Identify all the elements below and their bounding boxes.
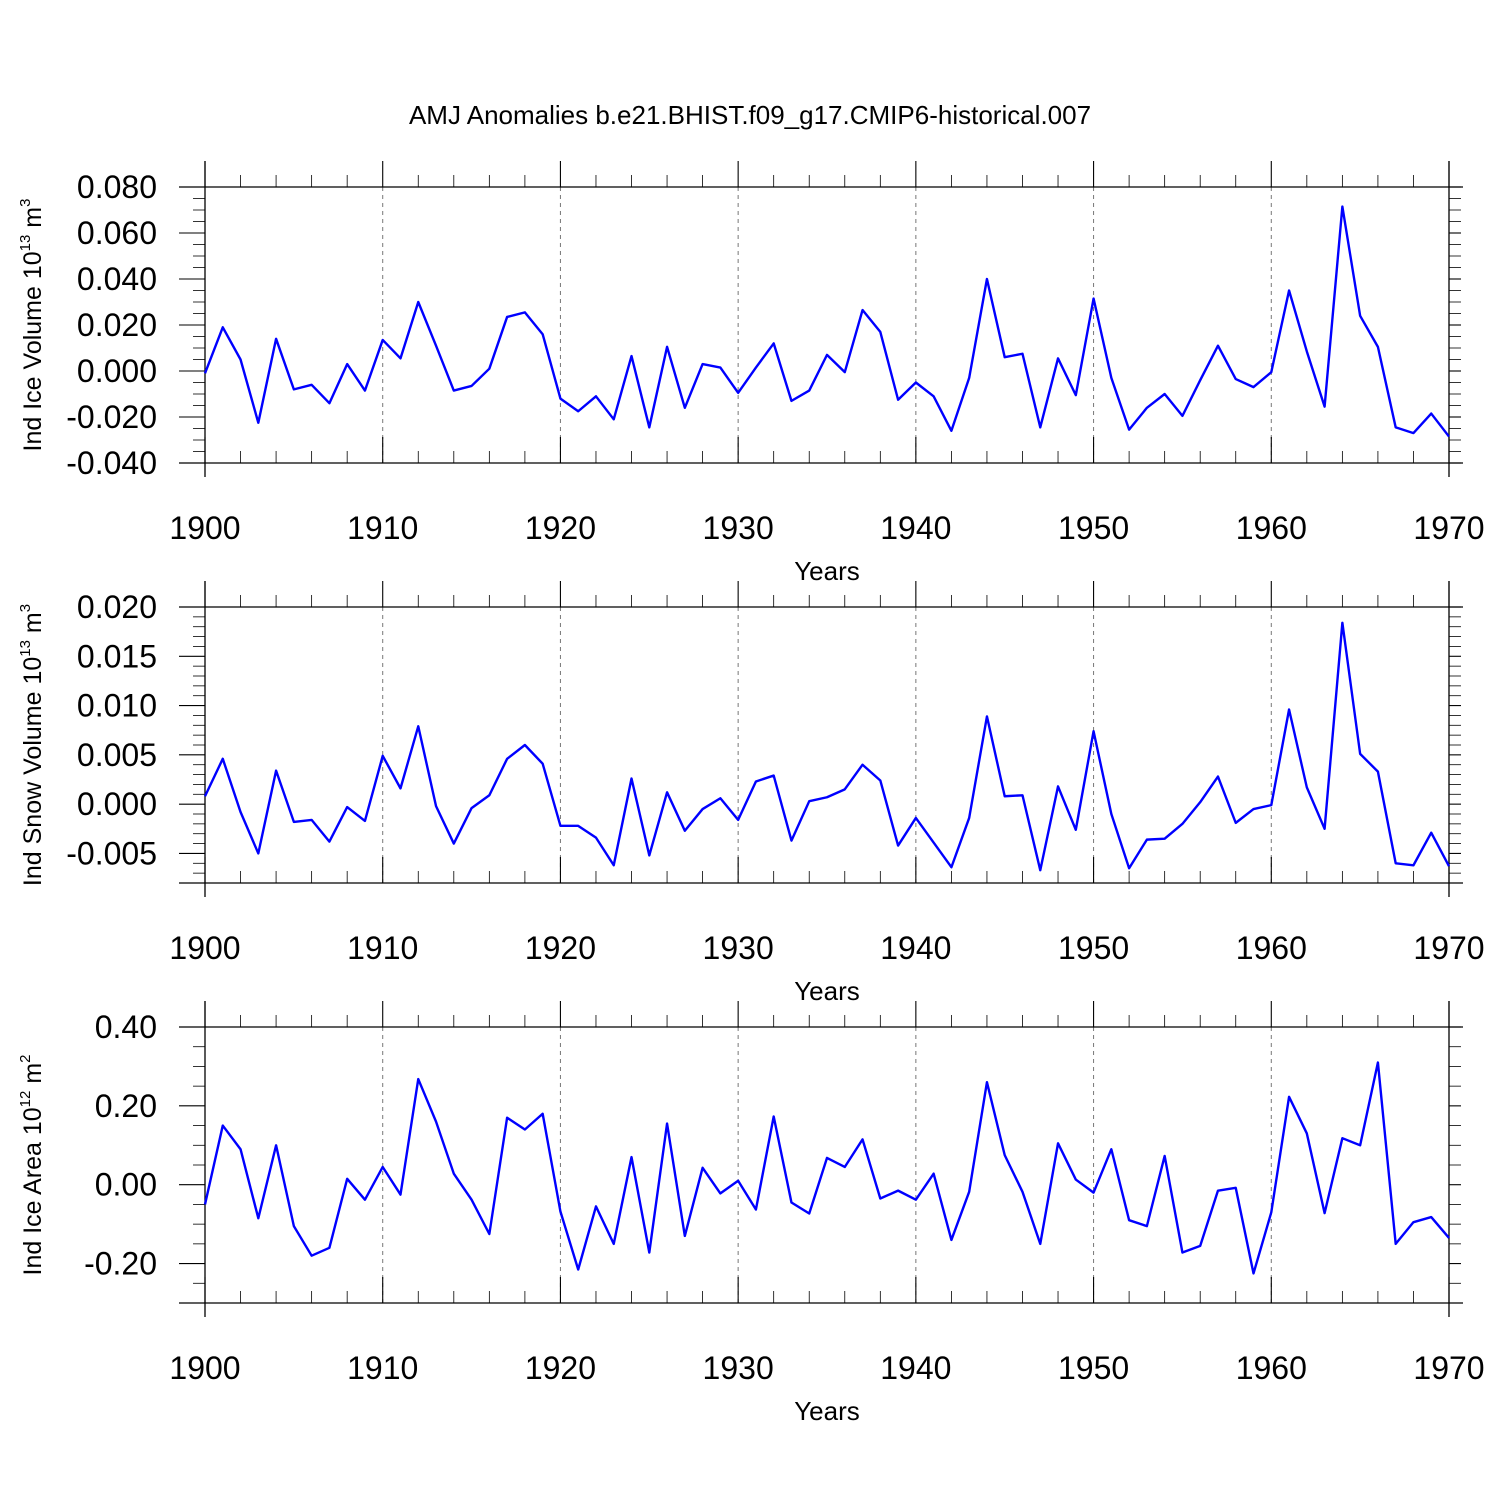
xtick-label: 1900 bbox=[169, 930, 240, 966]
xtick-label: 1910 bbox=[347, 930, 418, 966]
xtick-label: 1900 bbox=[169, 1350, 240, 1386]
y-axis-label: Ind Ice Volume 1013 m3 bbox=[17, 199, 47, 452]
ytick-label: 0.005 bbox=[77, 737, 157, 773]
y-axis-label-exponent: 13 bbox=[17, 640, 34, 657]
xtick-label: 1960 bbox=[1236, 510, 1307, 546]
x-axis-label: Years bbox=[794, 1396, 860, 1426]
xtick-label: 1920 bbox=[525, 510, 596, 546]
x-axis-label: Years bbox=[794, 556, 860, 586]
ytick-label: -0.20 bbox=[84, 1246, 157, 1282]
ytick-label: 0.060 bbox=[77, 215, 157, 251]
ytick-label: 0.010 bbox=[77, 688, 157, 724]
ytick-label: 0.015 bbox=[77, 638, 157, 674]
y-axis-label-text: Ind Ice Volume 10 bbox=[19, 251, 47, 451]
xtick-label: 1950 bbox=[1058, 930, 1129, 966]
y-axis-label: Ind Ice Area 1012 m2 bbox=[17, 1055, 47, 1276]
y-axis-label-unit-exponent: 3 bbox=[17, 604, 34, 612]
ytick-label: -0.040 bbox=[66, 445, 157, 481]
series-line-ice-volume bbox=[203, 205, 1450, 438]
series-line-snow-volume bbox=[203, 621, 1451, 872]
ytick-label: 0.080 bbox=[77, 169, 157, 205]
figure-title: AMJ Anomalies b.e21.BHIST.f09_g17.CMIP6-… bbox=[409, 100, 1091, 130]
y-axis-label-unit-exponent: 3 bbox=[17, 199, 34, 207]
ytick-label: 0.00 bbox=[95, 1167, 157, 1203]
y-axis-label-unit: m bbox=[19, 612, 47, 640]
ytick-label: 0.40 bbox=[95, 1009, 157, 1045]
ytick-label: 0.000 bbox=[77, 353, 157, 389]
xtick-label: 1900 bbox=[169, 510, 240, 546]
xtick-label: 1930 bbox=[703, 930, 774, 966]
y-axis-label-unit: m bbox=[19, 207, 47, 235]
xtick-label: 1960 bbox=[1236, 930, 1307, 966]
xtick-label: 1930 bbox=[703, 510, 774, 546]
chart-ice-area: 1900 1910 1920 1930 1940 1950 1960 1970 -0.20 0.0… bbox=[17, 1001, 1485, 1426]
ytick-label: 0.000 bbox=[77, 786, 157, 822]
y-axis-label-text: Ind Ice Area 10 bbox=[19, 1107, 47, 1275]
xtick-label: 1940 bbox=[880, 930, 951, 966]
y-axis-label-unit-exponent: 2 bbox=[17, 1055, 34, 1063]
x-axis-label: Years bbox=[794, 976, 860, 1006]
xtick-label: 1970 bbox=[1413, 510, 1484, 546]
y-axis-label: Ind Snow Volume 1013 m3 bbox=[17, 604, 47, 886]
y-axis-label-text: Ind Snow Volume 10 bbox=[19, 657, 47, 886]
xtick-label: 1970 bbox=[1413, 930, 1484, 966]
xtick-label: 1970 bbox=[1413, 1350, 1484, 1386]
panels: 1900 1910 1920 1930 1940 1950 1960 1970 -0.040 -0… bbox=[17, 161, 1485, 1426]
chart-snow-volume: 1900 1910 1920 1930 1940 1950 1960 1970 -0.005 0.… bbox=[17, 581, 1485, 1006]
ytick-label: 0.20 bbox=[95, 1088, 157, 1124]
xtick-label: 1950 bbox=[1058, 510, 1129, 546]
y-axis-label-exponent: 12 bbox=[17, 1091, 34, 1108]
xtick-label: 1920 bbox=[525, 1350, 596, 1386]
y-axis-label-exponent: 13 bbox=[17, 235, 34, 252]
xtick-label: 1930 bbox=[703, 1350, 774, 1386]
ytick-label: -0.020 bbox=[66, 399, 157, 435]
xtick-label: 1940 bbox=[880, 1350, 951, 1386]
xtick-label: 1910 bbox=[347, 510, 418, 546]
xtick-label: 1920 bbox=[525, 930, 596, 966]
ytick-label: 0.040 bbox=[77, 261, 157, 297]
series-line-ice-area bbox=[203, 1061, 1450, 1275]
ytick-label: -0.005 bbox=[66, 835, 157, 871]
ytick-label: 0.020 bbox=[77, 589, 157, 625]
chart-ice-volume: 1900 1910 1920 1930 1940 1950 1960 1970 -0.040 -0… bbox=[17, 161, 1485, 586]
xtick-label: 1940 bbox=[880, 510, 951, 546]
xtick-label: 1960 bbox=[1236, 1350, 1307, 1386]
ytick-label: 0.020 bbox=[77, 307, 157, 343]
xtick-label: 1950 bbox=[1058, 1350, 1129, 1386]
xtick-label: 1910 bbox=[347, 1350, 418, 1386]
y-axis-label-unit: m bbox=[19, 1063, 47, 1091]
